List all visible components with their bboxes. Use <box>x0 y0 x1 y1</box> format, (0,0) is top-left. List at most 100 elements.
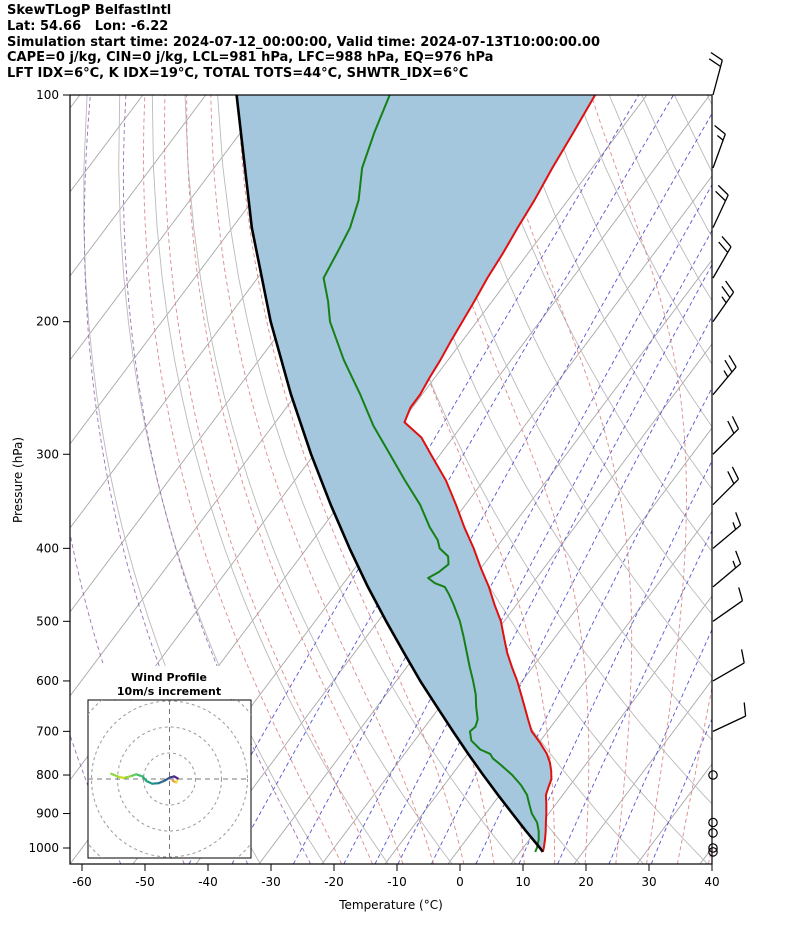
dry-adiabat-line <box>673 95 712 173</box>
temperature-tick-label: 20 <box>578 875 593 889</box>
dry-adiabat-line <box>380 95 712 741</box>
wind-barb <box>712 512 742 549</box>
wind-barb <box>708 51 723 96</box>
chart-latlon: Lat: 54.66 Lon: -6.22 <box>7 18 169 34</box>
moist-adiabat-line <box>237 95 465 864</box>
mixing-ratio-line <box>231 95 674 864</box>
wind-barb <box>712 184 729 228</box>
wind-barb <box>712 416 740 455</box>
dry-adiabat-line <box>184 95 453 864</box>
dewpoint-curve <box>322 95 540 853</box>
moist-adiabat-line <box>676 684 712 864</box>
pressure-tick-label: 700 <box>36 724 59 738</box>
chart-title: SkewTLogP BelfastIntl <box>7 3 172 18</box>
pressure-tick-label: 200 <box>36 315 59 329</box>
chart-header: SkewTLogP BelfastIntl Lat: 54.66 Lon: -6… <box>7 3 600 82</box>
temperature-tick-label: -30 <box>261 875 281 889</box>
profiles <box>235 95 596 853</box>
mixing-ratio-line <box>431 315 712 864</box>
moist-adiabat-line <box>590 95 687 864</box>
wind-barb-column <box>708 51 747 857</box>
mixing-ratio-line <box>397 263 712 864</box>
temperature-tick-label: -40 <box>198 875 218 889</box>
wind-barb <box>712 280 735 323</box>
hodograph-title-line1: Wind Profile <box>131 671 207 684</box>
temperature-tick-label: -60 <box>72 875 92 889</box>
calm-wind-circle <box>708 843 718 853</box>
isotherm-line <box>321 343 712 864</box>
calm-wind-circle <box>708 817 718 828</box>
pressure-tick-label: 1000 <box>28 841 59 855</box>
dry-adiabat-line <box>706 95 712 106</box>
dry-adiabat-line <box>151 95 389 864</box>
hodograph-trace-segment <box>157 779 166 785</box>
pressure-tick-label: 300 <box>36 447 59 461</box>
isotherm-line <box>510 595 712 864</box>
chart-simtime: Simulation start time: 2024-07-12_00:00:… <box>7 34 600 50</box>
pressure-tick-label: 900 <box>36 807 59 821</box>
wind-barb <box>712 587 744 622</box>
isotherm-line <box>70 95 333 445</box>
dry-adiabat-line <box>445 95 712 615</box>
mixing-ratio-line <box>650 717 712 864</box>
moist-adiabat-line <box>186 95 404 864</box>
isotherm-line <box>195 175 712 864</box>
mixing-ratio-line <box>608 628 712 864</box>
pressure-tick-label: 600 <box>36 674 59 688</box>
temperature-tick-label: 30 <box>641 875 656 889</box>
wind-barb <box>712 550 742 588</box>
mixing-ratio-line <box>475 387 712 864</box>
isotherm-line <box>70 95 207 277</box>
hodograph-title-line2: 10m/s increment <box>117 685 221 698</box>
dry-adiabat-line <box>740 95 794 864</box>
wind-barb <box>712 235 732 279</box>
moist-adiabat-line <box>164 95 373 864</box>
parcel-curve <box>235 95 544 853</box>
mixing-ratio-line <box>293 112 712 864</box>
calm-wind-circle <box>708 828 718 838</box>
moist-adiabat-line <box>489 95 633 864</box>
dry-adiabat-line <box>478 95 712 553</box>
temperature-tick-label: 0 <box>456 875 464 889</box>
pressure-tick-label: 800 <box>36 768 59 782</box>
isotherm-line <box>573 679 712 864</box>
isotherm-line <box>70 95 270 361</box>
dry-adiabat-line <box>608 95 712 302</box>
calm-wind-circle <box>708 847 718 857</box>
moist-adiabat-line <box>143 95 343 864</box>
isotherm-line <box>258 259 712 864</box>
mixing-ratio-line <box>374 229 712 864</box>
mixing-ratio-line <box>188 95 640 864</box>
wind-barb <box>712 702 747 732</box>
pressure-axis-label: Pressure (hPa) <box>11 437 25 523</box>
moist-adiabat-line <box>354 95 556 864</box>
chart-cape-line: CAPE=0 j/kg, CIN=0 j/kg, LCL=981 hPa, LF… <box>7 50 494 66</box>
wind-barb <box>712 124 726 169</box>
dry-adiabat-line <box>576 95 712 365</box>
chart-indices-line: LFT IDX=6°C, K IDX=19°C, TOTAL TOTS=44°C… <box>7 66 469 82</box>
dry-adiabat-line <box>543 95 712 428</box>
temperature-tick-label: -50 <box>135 875 155 889</box>
wind-barb <box>712 466 740 506</box>
plot-border <box>69 94 713 865</box>
negative-area-shade <box>236 95 596 852</box>
isotherm-line <box>699 847 712 864</box>
temperature-curve <box>403 95 596 853</box>
temperature-tick-label: 40 <box>704 875 719 889</box>
shaded-region <box>236 95 596 852</box>
pressure-tick-label: 500 <box>36 614 59 628</box>
hodograph-ring <box>143 752 196 806</box>
isotherm-line <box>447 511 712 864</box>
calm-wind-circle <box>708 770 718 780</box>
hodograph-title-backdrop <box>102 666 238 699</box>
hodograph-trace-segment <box>110 772 119 778</box>
moist-adiabat-cold-line <box>0 95 57 864</box>
moist-adiabat-line <box>413 95 590 864</box>
dry-adiabat-line <box>347 95 712 805</box>
mixing-ratio-line <box>343 183 712 864</box>
moist-adiabat-line <box>210 95 434 864</box>
